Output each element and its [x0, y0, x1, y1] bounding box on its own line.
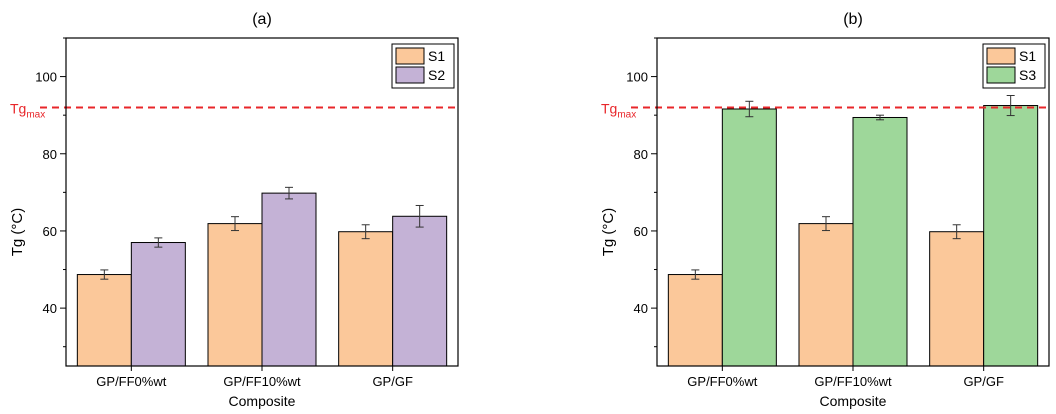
tg-max-label-sub: max [617, 109, 636, 120]
bar-s3-3 [983, 105, 1039, 367]
bar-s2-3 [392, 215, 448, 367]
y-axis-label: Tg (°C) [9, 208, 26, 257]
legend-swatch-s1 [986, 47, 1016, 65]
legend-label-s2: S2 [428, 67, 445, 83]
bar-s1-1 [667, 274, 723, 367]
error-bar-s2-2 [285, 186, 293, 200]
bar-s1-3 [929, 231, 985, 367]
x-tick-label: GP/GF [963, 374, 1004, 389]
chart-panel-a: (a) Tgmax 40 60 80 100 GP/FF0%wt GP/FF10%wt GP/G… [9, 11, 459, 409]
bar-s2-1 [130, 242, 186, 367]
chart-panel-b: (b) Tgmax 40 60 80 100 GP/FF0%wt GP/FF10%wt GP/G… [600, 11, 1050, 409]
tg-max-label-sub: max [26, 109, 45, 120]
x-tick-label: GP/FF10%wt [223, 374, 301, 389]
x-axis-label: Composite [820, 393, 887, 409]
y-tick-label: 100 [626, 70, 648, 85]
error-bar-s3-3 [1006, 94, 1015, 117]
error-bar-s3-1 [745, 100, 754, 118]
y-tick-label: 60 [43, 224, 57, 239]
chart-title: (b) [843, 11, 863, 28]
error-bar-s1-2 [822, 216, 830, 232]
y-tick-label: 80 [634, 147, 648, 162]
error-bar-s1-1 [100, 269, 109, 280]
x-tick-label: GP/FF0%wt [96, 374, 166, 389]
legend-swatch-s1 [395, 47, 425, 65]
bar-s3-1 [721, 108, 777, 367]
legend-label-s1: S1 [1019, 48, 1036, 64]
legend-swatch-s3 [986, 66, 1016, 84]
y-axis-label: Tg (°C) [600, 208, 617, 257]
x-tick-label: GP/FF0%wt [687, 374, 757, 389]
tg-max-label: Tgmax [10, 100, 45, 120]
bar-s1-2 [207, 223, 263, 367]
legend-label-s3: S3 [1019, 67, 1036, 83]
tg-max-label-main: Tg [10, 100, 26, 116]
error-bar-s1-1 [691, 269, 700, 280]
y-tick-label: 80 [43, 147, 57, 162]
x-axis-label: Composite [229, 393, 296, 409]
legend-label-s1: S1 [428, 48, 445, 64]
bar-s2-2 [261, 192, 317, 367]
error-bar-s3-2 [876, 114, 884, 121]
error-bar-s2-1 [154, 237, 163, 248]
chart-title: (a) [252, 11, 272, 28]
bar-s3-2 [852, 116, 908, 367]
error-bar-s1-2 [231, 216, 239, 232]
tg-max-label-main: Tg [601, 100, 617, 116]
y-tick-label: 60 [634, 224, 648, 239]
bar-s1-1 [76, 274, 132, 367]
error-bar-s1-3 [361, 224, 370, 240]
y-tick-label: 40 [43, 301, 57, 316]
x-tick-label: GP/FF10%wt [814, 374, 892, 389]
x-tick-label: GP/GF [372, 374, 413, 389]
error-bar-s1-3 [952, 224, 961, 240]
y-tick-label: 40 [634, 301, 648, 316]
legend-swatch-s2 [395, 66, 425, 84]
error-bar-s2-3 [415, 204, 424, 228]
tg-max-label: Tgmax [601, 100, 636, 120]
y-tick-label: 100 [35, 70, 57, 85]
bar-s1-2 [798, 223, 854, 367]
bar-s1-3 [338, 231, 394, 367]
